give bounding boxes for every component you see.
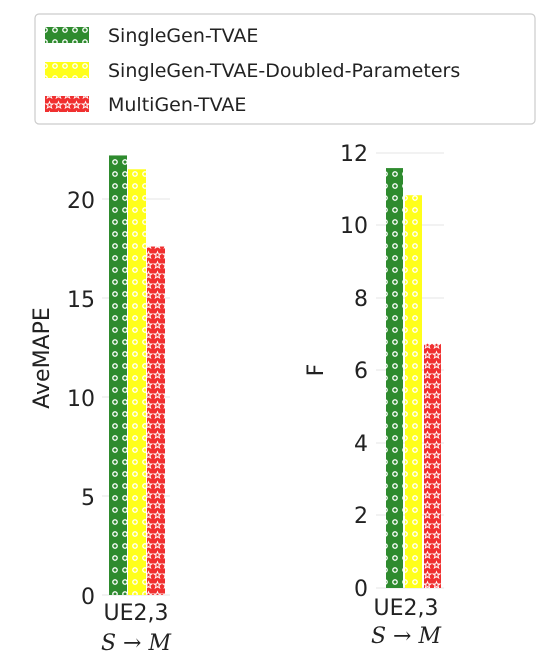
- legend-label-multigen: MultiGen-TVAE: [108, 94, 246, 116]
- y-axis-label-f: F: [304, 364, 329, 377]
- bar-f-singlegen: [386, 168, 403, 588]
- y-tick-label: 0: [81, 585, 95, 610]
- y-ticks-avemape: 0 5 10 15 20: [67, 189, 95, 610]
- y-tick-label: 10: [67, 387, 95, 412]
- y-tick-label: 4: [354, 432, 368, 457]
- y-tick-label: 12: [340, 142, 368, 167]
- x-tick-label-f: UE2,3: [374, 596, 439, 621]
- bars-f: [386, 168, 441, 589]
- y-tick-label: 20: [67, 189, 95, 214]
- chart-f: F 0 2 4 6 8 10 12 UE2,3 S → M: [304, 142, 444, 649]
- y-axis-label-avemape: AveMAPE: [30, 307, 55, 409]
- bar-f-singlegen-doubled: [405, 195, 422, 589]
- y-tick-label: 0: [354, 577, 368, 602]
- y-tick-label: 5: [81, 486, 95, 511]
- bar-avemape-multigen: [147, 246, 165, 595]
- legend-frame: [34, 13, 536, 125]
- y-ticks-f: 0 2 4 6 8 10 12: [340, 142, 368, 602]
- bar-f-multigen: [424, 343, 441, 588]
- chart-avemape: AveMAPE 0 5 10 15 20 UE2,3 S → M: [30, 155, 171, 656]
- legend-swatch-multigen: [45, 96, 89, 112]
- legend: SingleGen-TVAE SingleGen-TVAE-Doubled-Pa…: [34, 13, 536, 125]
- y-tick-label: 10: [340, 214, 368, 239]
- y-tick-label: 15: [67, 288, 95, 313]
- x-tick-sublabel-f: S → M: [371, 624, 441, 649]
- y-tick-label: 8: [354, 287, 368, 312]
- legend-swatch-singlegen: [45, 27, 89, 43]
- bar-avemape-singlegen-doubled: [128, 169, 146, 596]
- x-tick-label-avemape: UE2,3: [104, 601, 169, 626]
- bar-avemape-singlegen: [109, 155, 127, 595]
- legend-label-singlegen-doubled: SingleGen-TVAE-Doubled-Parameters: [108, 60, 460, 82]
- y-tick-label: 2: [354, 504, 368, 529]
- legend-swatch-singlegen-doubled: [45, 62, 89, 78]
- bars-avemape: [109, 155, 165, 596]
- y-tick-label: 6: [354, 359, 368, 384]
- x-tick-sublabel-avemape: S → M: [101, 631, 171, 656]
- legend-label-singlegen: SingleGen-TVAE: [108, 25, 258, 47]
